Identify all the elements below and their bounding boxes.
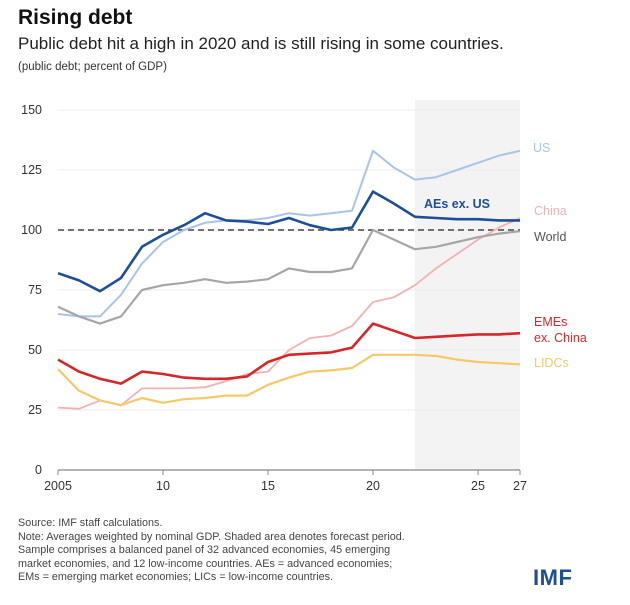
series-lines [57, 149, 521, 410]
series-label-china: China [534, 204, 567, 218]
x-tick-label: 10 [156, 479, 170, 493]
x-axis: 2005 10 15 20 25 27 [44, 469, 527, 493]
y-tick-label: 0 [35, 463, 42, 477]
line-chart: 0 25 50 75 100 125 150 2005 10 15 20 25 27 US AEs ex… [21, 100, 587, 493]
series-line-us [57, 149, 521, 318]
y-tick-label: 75 [28, 283, 42, 297]
x-tick-label: 25 [471, 479, 485, 493]
note-line: market economies, and 12 low-income coun… [18, 557, 393, 570]
series-line-world [57, 228, 521, 325]
series-labels: US AEs ex. US China World EMEs ex. China LIDCs [424, 141, 587, 370]
x-tick-label: 20 [366, 479, 380, 493]
source-note: Source: IMF staff calculations. [18, 517, 163, 529]
forecast-shade [415, 100, 520, 470]
x-tick-label: 2005 [44, 479, 72, 493]
series-label-lidcs: LIDCs [534, 356, 569, 370]
gridlines [58, 109, 520, 411]
series-line-emes-ex-china [57, 322, 521, 385]
series-line-china [57, 217, 521, 410]
note-line: Note: Averages weighted by nominal GDP. … [18, 530, 405, 543]
x-tick-label: 15 [261, 479, 275, 493]
series-line-aes-ex-us [57, 190, 520, 293]
series-label-emes-ex-china: EMEs [534, 315, 567, 329]
chart-subtitle: Public debt hit a high in 2020 and is st… [18, 34, 504, 53]
note-line: EMs = emerging market economies; LICs = … [18, 571, 334, 584]
y-tick-label: 150 [21, 103, 42, 117]
forecast-shade-layer [415, 100, 520, 470]
series-label-world: World [534, 230, 566, 244]
y-tick-label: 125 [21, 163, 42, 177]
series-label-aes-ex-us: AEs ex. US [424, 197, 490, 211]
y-axis-ticks: 0 25 50 75 100 125 150 [21, 103, 42, 477]
footnotes: Source: IMF staff calculations. Note: Av… [18, 517, 498, 585]
note-line: Sample comprises a balanced panel of 32 … [18, 544, 391, 557]
series-label-emes-ex-china-line2: ex. China [534, 331, 587, 345]
y-tick-label: 100 [21, 223, 42, 237]
y-tick-label: 50 [28, 343, 42, 357]
x-tick-label: 27 [513, 479, 527, 493]
imf-logo: IMF [533, 565, 573, 590]
y-tick-label: 25 [28, 403, 42, 417]
series-line-lidcs [57, 353, 521, 407]
chart-title: Rising debt [18, 6, 133, 29]
series-label-us: US [533, 141, 550, 155]
unit-note: (public debt; percent of GDP) [18, 61, 167, 73]
